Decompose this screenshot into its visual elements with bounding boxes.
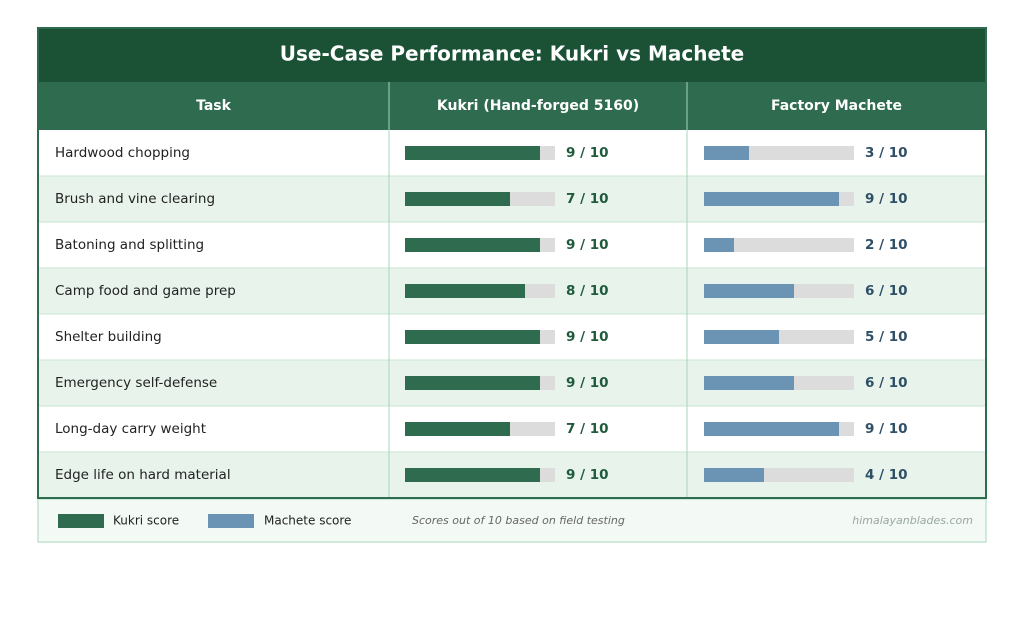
machete-bar	[704, 238, 734, 252]
column-header: Kukri (Hand-forged 5160)	[437, 98, 639, 114]
task-label: Hardwood chopping	[55, 145, 190, 161]
kukri-bar	[405, 330, 540, 344]
machete-bar	[704, 192, 839, 206]
header-bar	[38, 82, 986, 130]
legend-swatch	[208, 514, 254, 528]
kukri-score: 7 / 10	[566, 421, 609, 437]
machete-score: 4 / 10	[865, 467, 908, 483]
legend-label: Machete score	[264, 514, 351, 528]
task-label: Edge life on hard material	[55, 467, 231, 483]
column-header: Task	[196, 98, 232, 114]
kukri-bar	[405, 376, 540, 390]
kukri-score: 9 / 10	[566, 375, 609, 391]
machete-score: 2 / 10	[865, 237, 908, 253]
machete-bar	[704, 468, 764, 482]
title-bar	[38, 28, 986, 82]
column-header: Factory Machete	[771, 98, 902, 114]
kukri-bar	[405, 146, 540, 160]
task-label: Batoning and splitting	[55, 237, 204, 253]
machete-score: 6 / 10	[865, 283, 908, 299]
machete-bar	[704, 376, 794, 390]
kukri-bar	[405, 284, 525, 298]
kukri-score: 9 / 10	[566, 329, 609, 345]
footnote: Scores out of 10 based on field testing	[412, 514, 625, 527]
kukri-score: 9 / 10	[566, 237, 609, 253]
kukri-bar	[405, 238, 540, 252]
machete-bar	[704, 422, 839, 436]
task-label: Camp food and game prep	[55, 283, 236, 299]
task-label: Shelter building	[55, 329, 162, 345]
machete-score: 9 / 10	[865, 421, 908, 437]
machete-score: 9 / 10	[865, 191, 908, 207]
task-label: Brush and vine clearing	[55, 191, 215, 207]
task-label: Emergency self-defense	[55, 375, 217, 391]
machete-score: 6 / 10	[865, 375, 908, 391]
kukri-score: 8 / 10	[566, 283, 609, 299]
machete-bar	[704, 146, 749, 160]
footer-bar	[37, 498, 987, 543]
source: himalayanblades.com	[852, 514, 973, 527]
machete-score: 5 / 10	[865, 329, 908, 345]
machete-score: 3 / 10	[865, 145, 908, 161]
kukri-bar	[405, 422, 510, 436]
task-label: Long-day carry weight	[55, 421, 206, 437]
machete-bar	[704, 330, 779, 344]
kukri-bar	[405, 192, 510, 206]
table-border	[37, 27, 987, 499]
legend-label: Kukri score	[113, 514, 179, 528]
kukri-score: 9 / 10	[566, 467, 609, 483]
machete-bar	[704, 284, 794, 298]
title: Use-Case Performance: Kukri vs Machete	[280, 42, 744, 66]
kukri-score: 9 / 10	[566, 145, 609, 161]
kukri-bar	[405, 468, 540, 482]
bar-track	[704, 238, 854, 252]
legend-swatch	[58, 514, 104, 528]
kukri-score: 7 / 10	[566, 191, 609, 207]
